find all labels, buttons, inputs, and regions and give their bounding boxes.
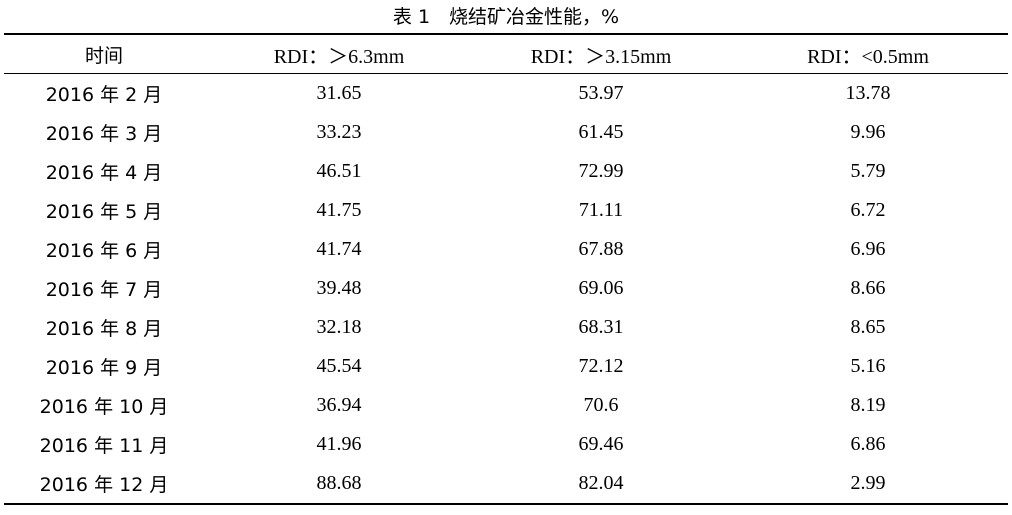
cell-rdi-6-3: 36.94	[316, 394, 362, 416]
cell-rdi-0-5: 2.99	[850, 472, 886, 494]
cell-rdi-3-15: 61.45	[578, 121, 624, 143]
cell-time: 2016 年 12 月	[39, 474, 169, 496]
table-row: 2016 年 8 月 32.18 68.31 8.65	[4, 308, 1008, 347]
table-row: 2016 年 11 月 41.96 69.46 6.86	[4, 425, 1008, 464]
cell-time: 2016 年 4 月	[45, 162, 163, 184]
table-row: 2016 年 4 月 46.51 72.99 5.79	[4, 152, 1008, 191]
cell-rdi-3-15: 69.46	[578, 433, 624, 455]
table-row: 2016 年 2 月 31.65 53.97 13.78	[4, 74, 1008, 114]
sinter-metallurgical-table: 时间 RDI：＞6.3mm RDI：＞3.15mm RDI：<0.5mm 201…	[4, 33, 1008, 505]
cell-time: 2016 年 9 月	[45, 357, 163, 379]
table-body: 2016 年 2 月 31.65 53.97 13.78 2016 年 3 月 33.23…	[4, 74, 1008, 504]
cell-rdi-6-3: 45.54	[316, 355, 362, 377]
cell-time: 2016 年 8 月	[45, 318, 163, 340]
cell-rdi-3-15: 72.99	[578, 160, 624, 182]
cell-rdi-6-3: 41.75	[316, 199, 362, 221]
table-row: 2016 年 6 月 41.74 67.88 6.96	[4, 230, 1008, 269]
cell-time: 2016 年 11 月	[39, 435, 169, 457]
cell-rdi-0-5: 8.65	[850, 316, 886, 338]
cell-time: 2016 年 7 月	[45, 279, 163, 301]
cell-rdi-0-5: 13.78	[845, 82, 891, 104]
table-caption: 表 1 烧结矿冶金性能，%	[392, 6, 620, 28]
cell-rdi-3-15: 82.04	[578, 472, 624, 494]
cell-rdi-6-3: 41.74	[316, 238, 362, 260]
cell-rdi-3-15: 70.6	[583, 394, 619, 416]
header-rdi-6-3: RDI：＞6.3mm	[273, 45, 405, 68]
table-row: 2016 年 7 月 39.48 69.06 8.66	[4, 269, 1008, 308]
cell-rdi-0-5: 6.96	[850, 238, 886, 260]
cell-rdi-0-5: 8.66	[850, 277, 886, 299]
cell-rdi-6-3: 46.51	[316, 160, 362, 182]
cell-time: 2016 年 10 月	[39, 396, 169, 418]
cell-rdi-3-15: 71.11	[578, 199, 624, 221]
table-row: 2016 年 9 月 45.54 72.12 5.16	[4, 347, 1008, 386]
table-row: 2016 年 3 月 33.23 61.45 9.96	[4, 113, 1008, 152]
cell-rdi-6-3: 88.68	[316, 472, 362, 494]
table-row: 2016 年 5 月 41.75 71.11 6.72	[4, 191, 1008, 230]
header-rdi-0-5: RDI：<0.5mm	[807, 45, 929, 68]
table-header: 时间 RDI：＞6.3mm RDI：＞3.15mm RDI：<0.5mm	[4, 34, 1008, 74]
cell-time: 2016 年 2 月	[45, 84, 163, 106]
cell-time: 2016 年 5 月	[45, 201, 163, 223]
cell-rdi-0-5: 5.16	[850, 355, 886, 377]
cell-time: 2016 年 6 月	[45, 240, 163, 262]
cell-rdi-3-15: 67.88	[578, 238, 624, 260]
cell-rdi-3-15: 68.31	[578, 316, 624, 338]
sinter-metallurgical-table-container: 时间 RDI：＞6.3mm RDI：＞3.15mm RDI：<0.5mm 201…	[4, 33, 1008, 505]
cell-rdi-0-5: 5.79	[850, 160, 886, 182]
cell-rdi-3-15: 72.12	[578, 355, 624, 377]
cell-time: 2016 年 3 月	[45, 123, 163, 145]
header-rdi-3-15: RDI：＞3.15mm	[530, 45, 672, 68]
cell-rdi-0-5: 6.72	[850, 199, 886, 221]
header-time: 时间	[84, 44, 123, 67]
cell-rdi-0-5: 9.96	[850, 121, 886, 143]
cell-rdi-6-3: 33.23	[316, 121, 362, 143]
cell-rdi-3-15: 53.97	[578, 82, 624, 104]
cell-rdi-6-3: 32.18	[316, 316, 362, 338]
header-row: 时间 RDI：＞6.3mm RDI：＞3.15mm RDI：<0.5mm	[4, 34, 1008, 74]
cell-rdi-0-5: 6.86	[850, 433, 886, 455]
cell-rdi-0-5: 8.19	[850, 394, 886, 416]
cell-rdi-3-15: 69.06	[578, 277, 624, 299]
table-row: 2016 年 10 月 36.94 70.6 8.19	[4, 386, 1008, 425]
table-row: 2016 年 12 月 88.68 82.04 2.99	[4, 464, 1008, 504]
cell-rdi-6-3: 41.96	[316, 433, 362, 455]
cell-rdi-6-3: 39.48	[316, 277, 362, 299]
cell-rdi-6-3: 31.65	[316, 82, 362, 104]
